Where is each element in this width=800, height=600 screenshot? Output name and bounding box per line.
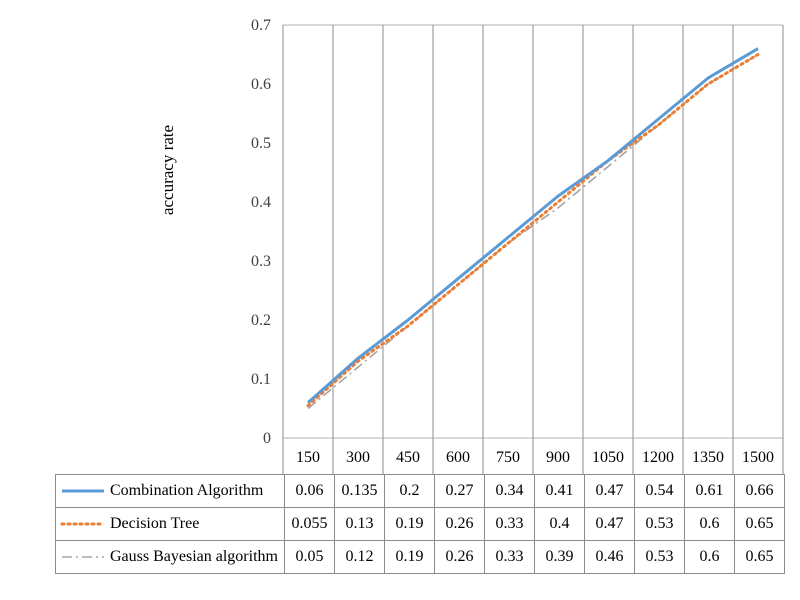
data-value-cell: 0.6: [684, 540, 735, 574]
data-value-cell: 0.06: [284, 474, 335, 508]
data-value-cell: 0.27: [434, 474, 485, 508]
data-value-cell: 0.46: [584, 540, 635, 574]
data-value-cell: 0.53: [634, 540, 685, 574]
y-tick-label: 0.4: [251, 194, 271, 211]
series-legend-cell: Gauss Bayesian algorithm: [55, 540, 285, 574]
data-value-cell: 0.055: [284, 507, 335, 541]
table-row: Gauss Bayesian algorithm 0.05 0.12 0.19 0.26…: [55, 540, 785, 574]
series-line-combination-algorithm: [307, 47, 759, 404]
y-tick-label: 0: [263, 430, 271, 447]
y-tick-label: 0.3: [251, 253, 271, 270]
data-value-cell: 0.54: [634, 474, 685, 508]
series-name: Combination Algorithm: [110, 482, 264, 499]
series-legend-cell: Combination Algorithm: [55, 474, 285, 508]
series-line-decision-tree: [306, 53, 760, 408]
series-name: Decision Tree: [110, 515, 200, 532]
x-tick-label: 1200: [642, 449, 674, 466]
legend-key: [60, 522, 106, 526]
y-tick-label: 0.7: [251, 17, 271, 34]
data-value-cell: 0.61: [684, 474, 735, 508]
data-table: Combination Algorithm 0.06 0.135 0.2 0.27 0.3…: [55, 474, 785, 574]
data-value-cell: 0.39: [534, 540, 585, 574]
series-name: Gauss Bayesian algorithm: [110, 548, 278, 565]
y-tick-label: 0.1: [251, 371, 271, 388]
data-value-cell: 0.34: [484, 474, 535, 508]
line-chart: 0 0.1 0.2 0.3 0.4 0.5 0.6 0.7 150 300 450 600 750 900…: [251, 17, 784, 474]
x-tick-label: 600: [446, 449, 470, 466]
data-value-cell: 0.4: [534, 507, 585, 541]
x-tick-label: 900: [546, 449, 570, 466]
data-value-cell: 0.33: [484, 540, 535, 574]
data-value-cell: 0.2: [384, 474, 435, 508]
legend-key: [62, 489, 104, 493]
data-value-cell: 0.135: [334, 474, 385, 508]
data-value-cell: 0.41: [534, 474, 585, 508]
x-tick-label: 750: [496, 449, 520, 466]
data-value-cell: 0.33: [484, 507, 535, 541]
x-tick-label: 150: [296, 449, 320, 466]
data-value-cell: 0.26: [434, 540, 485, 574]
data-value-cell: 0.12: [334, 540, 385, 574]
legend-key: [62, 556, 104, 559]
data-value-cell: 0.13: [334, 507, 385, 541]
x-tick-label: 450: [396, 449, 420, 466]
data-value-cell: 0.05: [284, 540, 335, 574]
table-row: Combination Algorithm 0.06 0.135 0.2 0.27 0.3…: [55, 474, 785, 508]
x-tick-label: 1500: [742, 449, 774, 466]
table-row: Decision Tree 0.055 0.13 0.19 0.26 0.33 0.4 0.4…: [55, 507, 785, 541]
data-value-cell: 0.53: [634, 507, 685, 541]
data-value-cell: 0.26: [434, 507, 485, 541]
x-tick-label: 300: [346, 449, 370, 466]
x-tick-label: 1350: [692, 449, 724, 466]
data-value-cell: 0.19: [384, 540, 435, 574]
x-tick-label: 1050: [592, 449, 624, 466]
data-value-cell: 0.65: [734, 507, 785, 541]
data-value-cell: 0.19: [384, 507, 435, 541]
y-tick-label: 0.6: [251, 76, 271, 93]
data-value-cell: 0.47: [584, 507, 635, 541]
series-legend-cell: Decision Tree: [55, 507, 285, 541]
data-value-cell: 0.66: [734, 474, 785, 508]
data-value-cell: 0.6: [684, 507, 735, 541]
data-value-cell: 0.47: [584, 474, 635, 508]
y-tick-label: 0.5: [251, 135, 271, 152]
y-tick-label: 0.2: [251, 312, 271, 329]
data-value-cell: 0.65: [734, 540, 785, 574]
y-axis-label: accuracy rate: [158, 124, 177, 216]
